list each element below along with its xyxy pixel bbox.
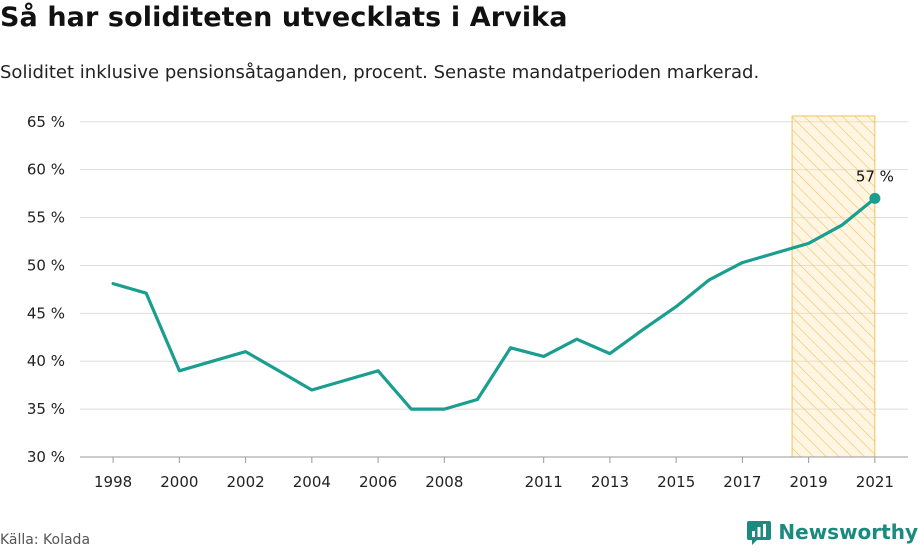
- chart-title: Så har soliditeten utvecklats i Arvika: [0, 2, 568, 33]
- x-tick-label: 2002: [227, 473, 265, 491]
- x-tick-label: 2004: [293, 473, 331, 491]
- x-tick-label: 2021: [856, 473, 894, 491]
- x-tick-label: 2011: [525, 473, 563, 491]
- y-tick-label: 50 %: [27, 256, 65, 274]
- x-tick-label: 2015: [657, 473, 695, 491]
- source-note: Källa: Kolada: [0, 532, 91, 548]
- chart-subtitle: Soliditet inklusive pensionsåtaganden, p…: [0, 62, 760, 83]
- y-tick-label: 30 %: [27, 448, 65, 466]
- x-tick-label: 2008: [425, 473, 463, 491]
- newsworthy-logo-text: Newsworthy: [778, 520, 918, 544]
- y-tick-label: 60 %: [27, 161, 65, 179]
- x-tick-label: 2019: [790, 473, 828, 491]
- x-tick-label: 2000: [160, 473, 198, 491]
- y-tick-label: 65 %: [27, 113, 65, 131]
- x-tick-label: 1998: [94, 473, 132, 491]
- x-tick-label: 2006: [359, 473, 397, 491]
- series-line: [111, 196, 877, 411]
- y-tick-label: 40 %: [27, 352, 65, 370]
- y-tick-label: 35 %: [27, 400, 65, 418]
- y-tick-label: 45 %: [27, 304, 65, 322]
- newsworthy-logo: Newsworthy: [746, 518, 918, 546]
- mandate-period-hatch: [791, 115, 876, 458]
- x-tick-label: 2013: [591, 473, 629, 491]
- end-point: [869, 192, 881, 204]
- newsworthy-logo-icon: [747, 521, 772, 545]
- end-value-label: 57 %: [856, 167, 894, 185]
- y-tick-label: 55 %: [27, 209, 65, 227]
- x-tick-label: 2017: [723, 473, 761, 491]
